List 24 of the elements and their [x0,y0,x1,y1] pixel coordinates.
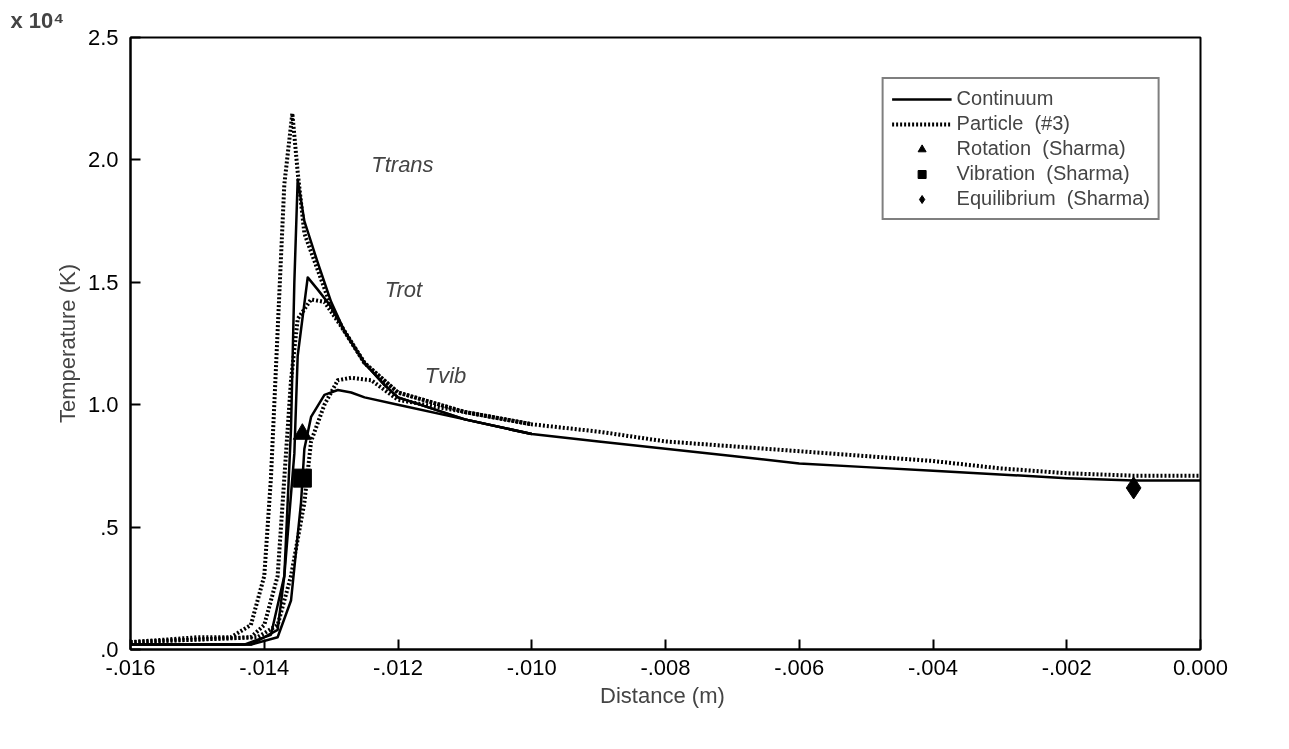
annotation: Ttrans [371,152,434,178]
x-tick-label: -.010 [506,654,557,680]
legend-label: Continuum [956,87,1054,110]
x-tick-label: -.004 [907,654,959,680]
text: x 10⁴ [10,7,65,33]
y-tick-label: 1.5 [87,269,119,295]
legend-label: Equilibrium (Sharma) [956,187,1150,210]
legend-label: Rotation (Sharma) [956,137,1126,160]
y-tick-label: 2.5 [87,25,119,50]
x-tick-label: -.002 [1041,654,1092,680]
y-tick-label: 1.0 [87,392,119,418]
legend-label: Vibration (Sharma) [956,162,1130,185]
x-axis-title: Distance (m) [600,682,725,708]
y-axis-title: Temperature (K) [54,264,80,423]
annotation: Tvib [424,362,467,388]
x-tick-label: -.008 [640,654,691,680]
x-tick-label: 0.000 [1172,654,1229,680]
y-tick-label: .5 [100,514,119,540]
annotation: Trot [384,277,423,303]
x-tick-label: -.006 [774,654,825,680]
legend-label: Particle (#3) [956,112,1070,135]
x-tick-label: -.012 [372,654,424,680]
y-tick-label: 2.0 [87,147,119,173]
x-tick-label: -.014 [239,654,290,680]
